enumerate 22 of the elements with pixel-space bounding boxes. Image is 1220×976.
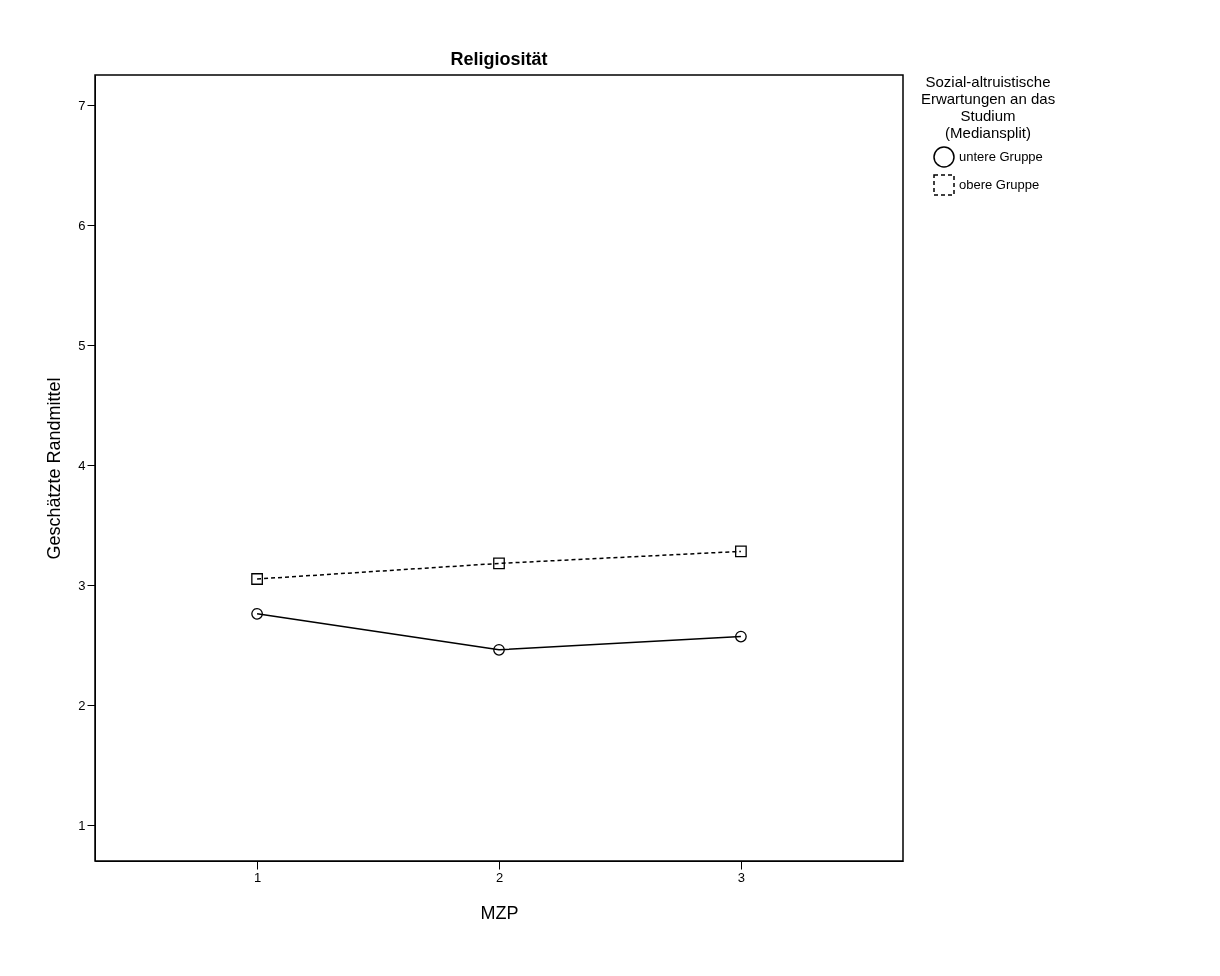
y-tick-label: 2: [78, 697, 86, 713]
point: [251, 607, 263, 620]
x-tick-label: 1: [253, 869, 262, 885]
point: [735, 545, 747, 558]
y-tick-label: 3: [78, 577, 86, 593]
point: [735, 630, 747, 643]
point: [251, 573, 263, 585]
legend-label: untere Gruppe: [959, 149, 1043, 164]
x-tick-label: 2: [495, 869, 504, 885]
chart-title: Religiosität: [450, 49, 548, 69]
y-tick-label: 6: [78, 217, 86, 233]
y-tick-label: 5: [78, 337, 86, 353]
x-axis-title: MZP: [480, 902, 519, 923]
y-tick-label: 7: [78, 97, 86, 113]
point: [493, 643, 505, 656]
y-tick-label: 4: [78, 457, 86, 473]
y-axis-title: Geschätzte Randmittel: [44, 377, 65, 560]
point: [493, 557, 505, 570]
legend-title: Sozial-altruistische Erwartungen an das Studium (Mediansplit): [920, 73, 1056, 141]
x-tick-label: 3: [737, 869, 746, 885]
y-tick-label: 1: [78, 817, 86, 833]
legend-label: obere Gruppe: [959, 177, 1040, 192]
